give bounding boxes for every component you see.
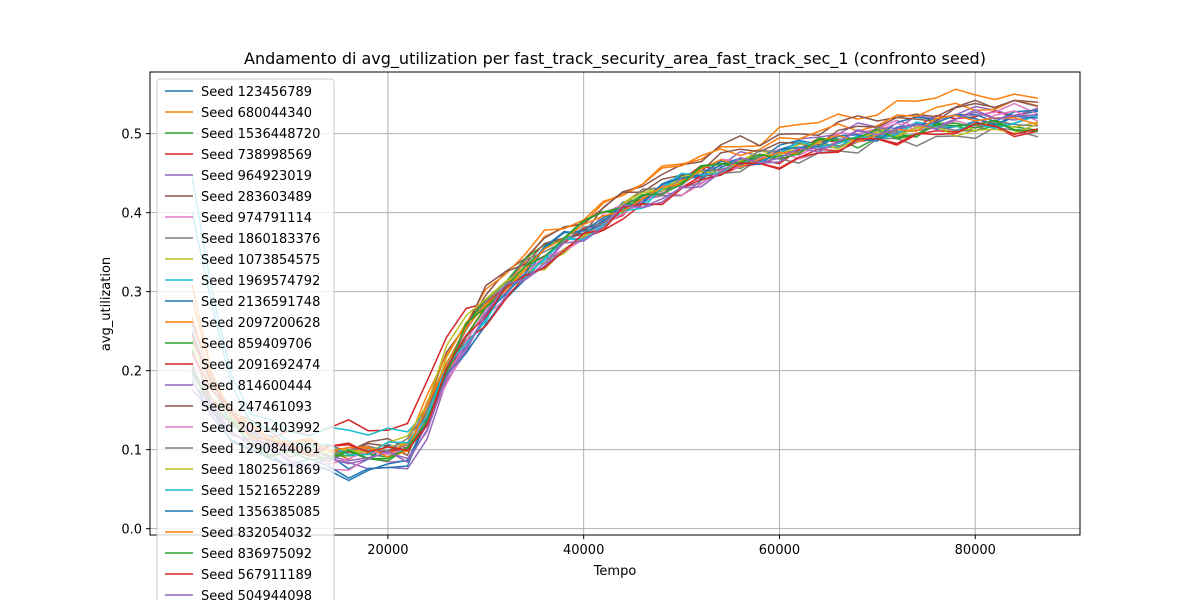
legend-box [156,78,335,600]
y-tick-label: 0.2 [121,365,142,380]
legend-label: Seed 1536448720 [201,127,320,142]
legend-label: Seed 836975092 [201,547,312,562]
x-tick-label: 80000 [955,543,996,558]
x-tick-label: 60000 [759,543,800,558]
y-axis-ticks: 0.0 0.1 0.2 0.3 0.4 0.5 [121,128,150,538]
legend-label: Seed 1969574792 [201,274,320,289]
y-axis-label: avg_utilization [99,257,114,351]
legend-label: Seed 2136591748 [201,295,320,310]
legend-label: Seed 504944098 [201,589,312,600]
legend-label: Seed 859409706 [201,337,312,352]
legend-label: Seed 1290844061 [201,442,320,457]
legend-label: Seed 832054032 [201,526,312,541]
x-tick-label: 40000 [563,543,604,558]
legend-label: Seed 1356385085 [201,505,320,520]
legend-label: Seed 567911189 [201,568,312,583]
chart-title: Andamento di avg_utilization per fast_tr… [244,49,986,69]
y-tick-label: 0.4 [121,207,142,222]
legend-label: Seed 1860183376 [201,232,320,247]
legend-label: Seed 1802561869 [201,463,320,478]
legend-label: Seed 964923019 [201,169,312,184]
legend-label: Seed 738998569 [201,148,312,163]
x-tick-label: 20000 [367,543,408,558]
legend-label: Seed 2097200628 [201,316,320,331]
legend-label: Seed 1073854575 [201,253,320,268]
x-axis-label: Tempo [593,564,637,579]
y-tick-label: 0.0 [121,523,142,538]
y-tick-label: 0.3 [121,286,142,301]
legend-label: Seed 680044340 [201,106,312,121]
legend-label: Seed 974791114 [201,211,312,226]
axes-frame [149,71,1081,536]
y-tick-label: 0.1 [121,444,142,459]
y-tick-label: 0.5 [121,128,142,143]
legend-label: Seed 123456789 [201,85,312,100]
x-axis-ticks: 20000 40000 60000 80000 [367,535,996,558]
legend-label: Seed 1521652289 [201,484,320,499]
legend-label: Seed 283603489 [201,190,312,205]
legend-label: Seed 2031403992 [201,421,320,436]
legend: Seed 123456789 Seed 680044340 Seed 1536448… [156,78,335,600]
legend-label: Seed 2091692474 [201,358,320,373]
plot-area [191,88,1039,482]
legend-label: Seed 247461093 [201,400,312,415]
legend-label: Seed 814600444 [201,379,312,394]
